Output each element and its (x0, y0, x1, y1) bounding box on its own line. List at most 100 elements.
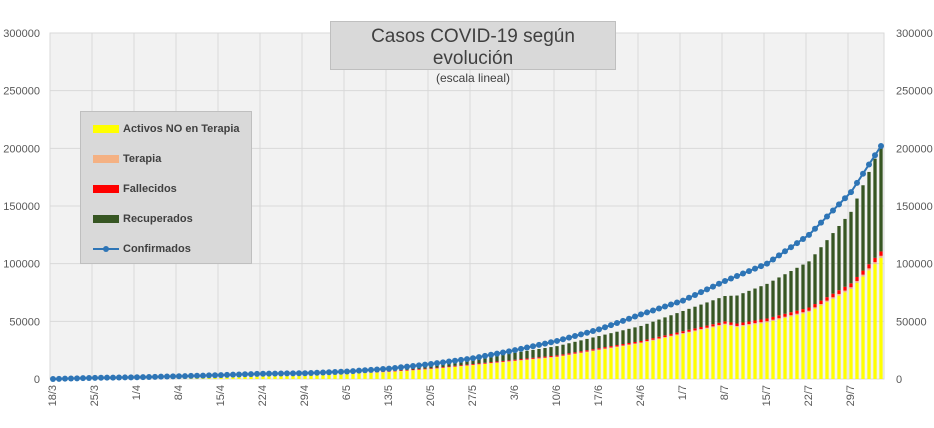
confirmados-point-49 (344, 368, 350, 375)
confirmados-point-11 (116, 374, 122, 381)
confirmados-point-120 (770, 256, 776, 263)
bar-2-71 (477, 363, 481, 365)
confirmados-point-33 (248, 371, 254, 378)
y-tick-label-right: 150000 (896, 201, 933, 213)
confirmados-point-107 (692, 291, 698, 298)
bar-2-66 (447, 366, 451, 368)
bar-3-115 (741, 293, 745, 323)
bar-0-31 (237, 376, 241, 379)
legend-label-terapia: Terapia (123, 153, 162, 165)
bar-0-79 (525, 359, 529, 379)
confirmados-point-37 (272, 370, 278, 377)
y-tick-label-right: 250000 (896, 86, 933, 98)
bar-1-84 (555, 356, 559, 358)
bar-0-112 (723, 324, 727, 379)
bar-3-90 (591, 337, 595, 350)
legend-item-fallecidos: Fallecidos (93, 182, 177, 196)
confirmados-point-64 (434, 360, 440, 367)
bar-3-93 (609, 333, 613, 347)
x-tick-label: 15/7 (761, 385, 773, 406)
confirmados-point-1 (56, 375, 62, 382)
bar-3-80 (531, 349, 535, 358)
bar-2-78 (519, 359, 523, 361)
bar-0-94 (615, 347, 619, 379)
bar-0-61 (417, 370, 421, 379)
bar-0-118 (759, 323, 763, 379)
y-tick-label-right: 50000 (896, 316, 927, 328)
confirmados-point-66 (446, 358, 452, 365)
legend-swatch-activos (93, 125, 119, 133)
bar-0-138 (879, 257, 883, 379)
confirmados-point-54 (374, 366, 380, 373)
bar-1-81 (537, 358, 541, 359)
bar-0-81 (537, 358, 541, 379)
bar-0-80 (531, 359, 535, 379)
confirmados-point-38 (278, 370, 284, 377)
bar-3-100 (651, 321, 655, 339)
x-tick-label: 20/5 (425, 385, 437, 406)
bar-2-131 (837, 290, 841, 294)
bar-3-71 (477, 358, 481, 364)
confirmados-point-63 (428, 361, 434, 368)
bar-3-126 (807, 261, 811, 308)
bar-0-53 (369, 372, 373, 379)
bar-1-137 (873, 262, 877, 265)
legend-label-fallecidos: Fallecidos (123, 183, 177, 195)
x-tick-label: 8/7 (719, 385, 731, 400)
confirmados-point-2 (62, 375, 68, 382)
bar-2-90 (591, 349, 595, 351)
bar-2-73 (489, 362, 493, 364)
confirmados-point-132 (842, 195, 848, 202)
bar-3-74 (495, 355, 499, 362)
confirmados-point-45 (320, 369, 326, 376)
bar-2-129 (825, 297, 829, 301)
bar-0-78 (519, 360, 523, 379)
legend-label-activos: Activos NO en Terapia (123, 123, 240, 135)
bar-3-110 (711, 300, 715, 325)
y-tick-label-left: 150000 (3, 201, 40, 213)
chart-title: Casos COVID-19 según evolución (371, 26, 575, 69)
bar-2-63 (429, 368, 433, 369)
bar-1-90 (591, 350, 595, 352)
bar-2-98 (639, 340, 643, 343)
bar-2-91 (597, 348, 601, 350)
bar-2-62 (423, 368, 427, 370)
bar-0-52 (363, 373, 367, 379)
confirmados-point-131 (836, 201, 842, 208)
confirmados-point-115 (740, 270, 746, 277)
legend-swatch-terapia (93, 155, 119, 163)
confirmados-point-21 (176, 373, 182, 380)
bar-2-101 (657, 336, 661, 339)
bar-2-76 (507, 360, 511, 362)
confirmados-point-56 (386, 365, 392, 372)
bar-0-60 (411, 370, 415, 379)
bar-3-136 (867, 171, 871, 265)
grid-layer (49, 32, 884, 380)
bar-3-106 (687, 308, 691, 330)
x-tick-label: 18/3 (47, 385, 59, 406)
bar-0-59 (405, 370, 409, 379)
confirmados-point-124 (794, 240, 800, 247)
confirmados-point-67 (452, 357, 458, 364)
bar-3-124 (795, 267, 799, 311)
confirmados-point-80 (530, 343, 536, 350)
bar-1-103 (669, 335, 673, 337)
confirmados-point-119 (764, 260, 770, 267)
bar-0-45 (321, 374, 325, 379)
confirmados-point-43 (308, 369, 314, 376)
bar-0-98 (639, 343, 643, 379)
bar-3-113 (729, 295, 733, 323)
legend-label-recuperados: Recuperados (123, 213, 193, 225)
bar-0-107 (693, 331, 697, 379)
bar-0-110 (711, 327, 715, 379)
bar-1-96 (627, 344, 631, 346)
bar-0-105 (681, 334, 685, 379)
confirmados-point-74 (494, 350, 500, 357)
bar-0-36 (267, 376, 271, 379)
bar-0-56 (387, 372, 391, 379)
confirmados-point-51 (356, 367, 362, 374)
confirmados-point-81 (536, 341, 542, 348)
bar-3-102 (663, 317, 667, 336)
confirmados-point-69 (464, 356, 470, 363)
bar-1-117 (753, 323, 757, 325)
